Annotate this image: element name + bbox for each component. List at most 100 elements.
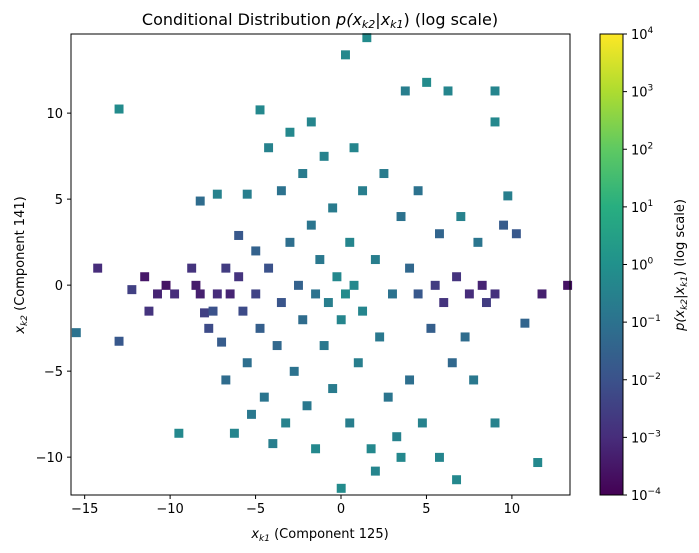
- heatmap-cell: [345, 418, 355, 428]
- heatmap-cell: [234, 272, 244, 282]
- heatmap-cell: [276, 186, 286, 196]
- y-tick-label: 10: [46, 107, 63, 122]
- heatmap-cell: [234, 230, 244, 240]
- heatmap-cell: [225, 289, 235, 299]
- heatmap-cell: [114, 336, 124, 346]
- heatmap-cell: [405, 263, 415, 273]
- heatmap-cell: [520, 318, 530, 328]
- heatmap-cell: [456, 212, 466, 222]
- heatmap-cell: [272, 341, 282, 351]
- x-tick-label: −5: [246, 502, 265, 517]
- y-tick-label: −5: [44, 365, 63, 380]
- heatmap-cell: [366, 444, 376, 454]
- heatmap-cell: [443, 86, 453, 96]
- heatmap-cell: [336, 315, 346, 325]
- heatmap-cell: [328, 384, 338, 394]
- heatmap-cell: [405, 375, 415, 385]
- colorbar-tick-label: 102: [631, 141, 653, 158]
- heatmap-cell: [311, 444, 321, 454]
- heatmap-cell: [383, 392, 393, 402]
- colorbar-tick-label: 103: [631, 84, 653, 101]
- heatmap-cell: [469, 375, 479, 385]
- heatmap-cell: [379, 169, 389, 179]
- heatmap-cell: [289, 366, 299, 376]
- heatmap-cell: [503, 191, 513, 201]
- heatmap-cell: [452, 475, 462, 485]
- colorbar-label: p(xk2|xk1) (log scale): [673, 199, 690, 332]
- heatmap-cell: [388, 289, 397, 299]
- heatmap-cell: [537, 289, 547, 299]
- heatmap-cell: [255, 323, 265, 333]
- heatmap-cell: [362, 33, 372, 43]
- colorbar-ticks: 10−4 10−3 10−2 10−1 100 101 102 103 104: [623, 26, 661, 504]
- heatmap-cell: [413, 186, 423, 196]
- heatmap-cell: [452, 272, 462, 282]
- heatmap-cell: [349, 143, 359, 153]
- heatmap-cell: [341, 50, 350, 60]
- heatmap-cell: [212, 189, 222, 199]
- y-tick-label: 0: [55, 279, 63, 294]
- heatmap-cell: [285, 237, 295, 247]
- colorbar-tick-label: 100: [631, 257, 654, 274]
- heatmap-cell: [464, 289, 474, 299]
- heatmap-cell: [298, 315, 308, 325]
- heatmap-cell: [375, 332, 385, 342]
- heatmap-cell: [473, 237, 483, 247]
- heatmap-cell: [460, 332, 470, 342]
- heatmap-cell: [195, 289, 205, 299]
- heatmap-cell: [413, 289, 423, 299]
- heatmap-cell: [153, 289, 162, 299]
- heatmap-cells: [71, 33, 573, 493]
- heatmap-cell: [298, 169, 308, 179]
- x-axis-label: xk1 (Component 125): [250, 527, 388, 544]
- heatmap-cell: [242, 358, 252, 368]
- heatmap-cell: [332, 272, 342, 282]
- heatmap-cell: [349, 280, 359, 290]
- heatmap-cell: [208, 306, 218, 316]
- heatmap-cell: [353, 358, 363, 368]
- colorbar-tick-label: 10−2: [631, 372, 661, 389]
- heatmap-cell: [264, 263, 274, 273]
- heatmap-cell: [319, 151, 329, 161]
- x-tick-label: 0: [337, 502, 345, 517]
- x-tick-label: −10: [156, 502, 183, 517]
- heatmap-cell: [319, 341, 329, 351]
- heatmap-cell: [499, 220, 509, 230]
- y-tick-label: 5: [55, 193, 63, 208]
- heatmap-cell: [490, 86, 500, 96]
- heatmap-cell: [328, 203, 338, 213]
- heatmap-cell: [345, 237, 355, 247]
- heatmap-cell: [306, 220, 316, 230]
- heatmap-cell: [417, 418, 427, 428]
- heatmap-cell: [221, 263, 231, 273]
- chart-title: Conditional Distribution p(xk2|xk1) (log…: [142, 10, 498, 31]
- heatmap-cell: [490, 289, 500, 299]
- heatmap-cell: [533, 458, 543, 468]
- heatmap-cell: [204, 323, 214, 333]
- heatmap-cell: [426, 323, 436, 333]
- heatmap-cell: [477, 280, 487, 290]
- heatmap-cell: [435, 452, 444, 462]
- heatmap-cell: [264, 143, 274, 153]
- heatmap-cell: [161, 280, 171, 290]
- y-tick-label: −10: [36, 451, 63, 466]
- heatmap-cell: [490, 117, 500, 127]
- heatmap-cell: [187, 263, 197, 273]
- heatmap-cell: [127, 285, 137, 295]
- heatmap-cell: [370, 466, 380, 476]
- heatmap-cell: [276, 298, 286, 308]
- heatmap-cell: [229, 428, 239, 438]
- heatmap-cell: [439, 298, 449, 308]
- heatmap-cell: [247, 409, 256, 419]
- heatmap-cell: [323, 298, 333, 308]
- heatmap-cell: [358, 186, 368, 196]
- x-tick-label: 10: [504, 502, 521, 517]
- heatmap-cell: [268, 439, 278, 449]
- x-tick-label: −15: [71, 502, 98, 517]
- y-axis-label: xk2 (Component 141): [13, 196, 30, 334]
- heatmap-cell: [71, 328, 81, 338]
- heatmap-cell: [281, 418, 291, 428]
- heatmap-cell: [315, 255, 325, 265]
- colorbar: 10−4 10−3 10−2 10−1 100 101 102 103 104: [599, 26, 661, 504]
